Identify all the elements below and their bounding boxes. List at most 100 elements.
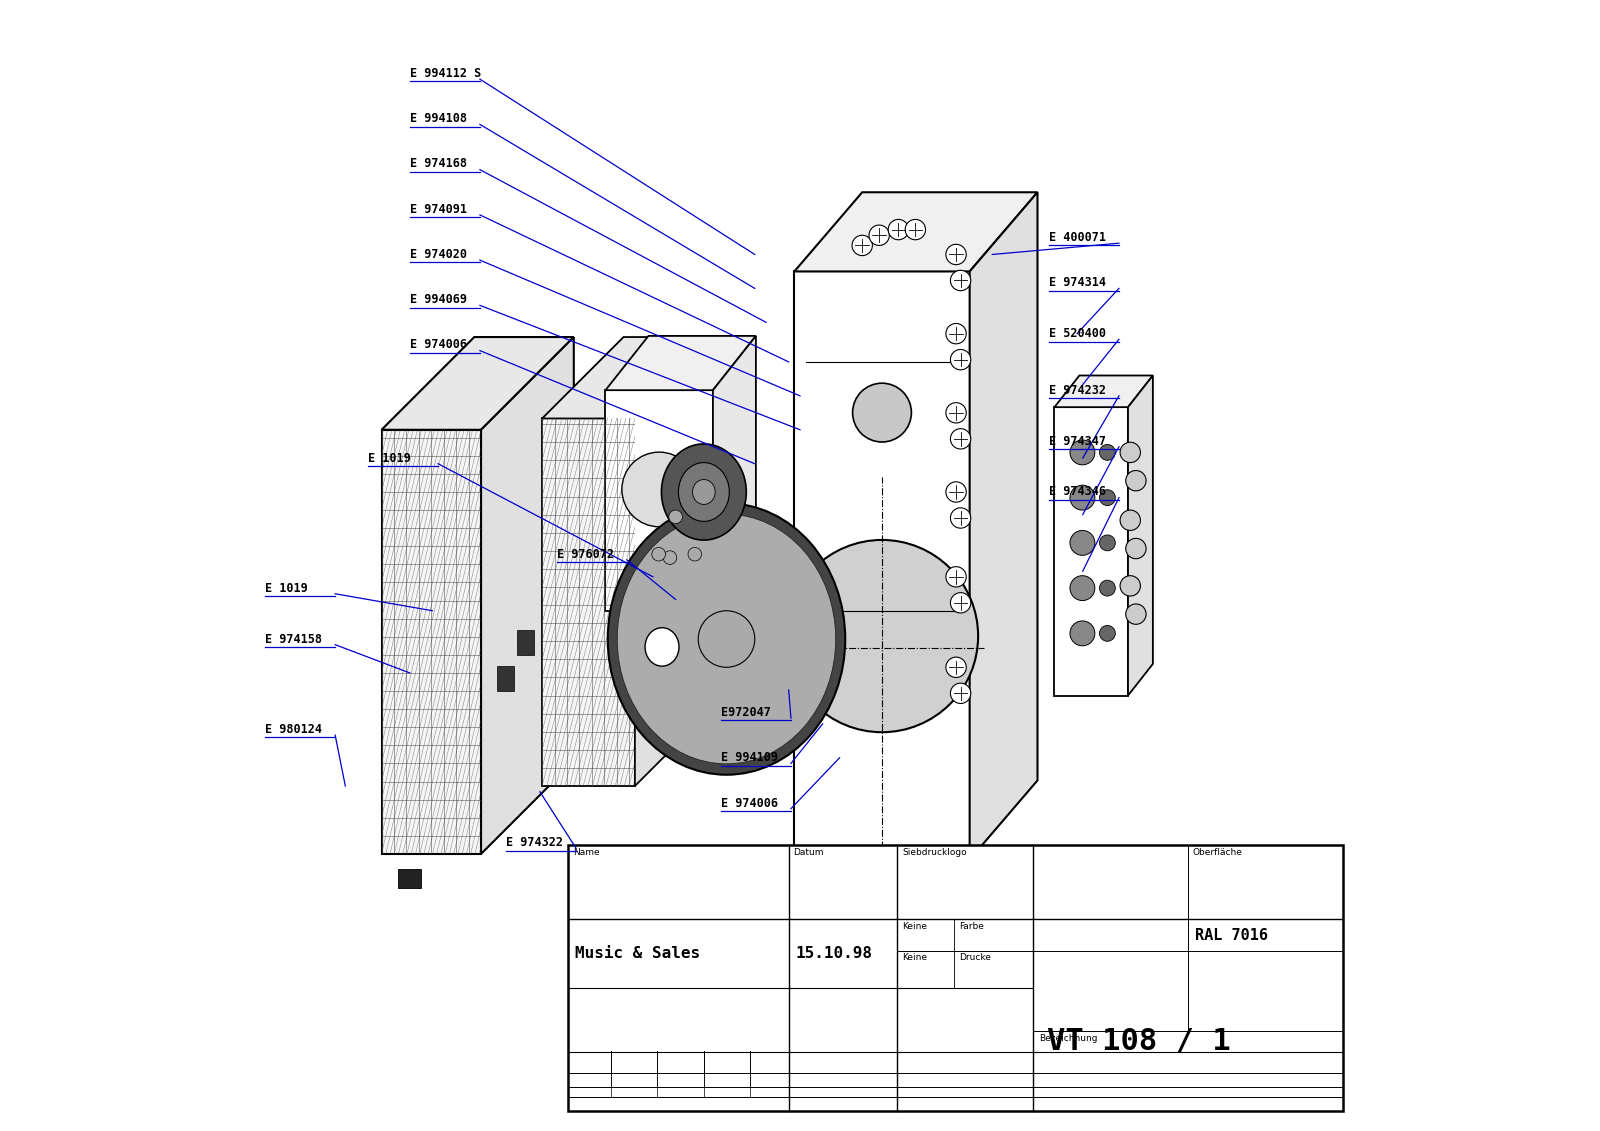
- Text: E 994108: E 994108: [410, 112, 467, 126]
- Circle shape: [1099, 580, 1115, 596]
- Ellipse shape: [618, 515, 835, 763]
- Ellipse shape: [666, 570, 787, 708]
- Circle shape: [946, 482, 966, 502]
- Circle shape: [651, 547, 666, 561]
- Text: E 974322: E 974322: [506, 836, 563, 849]
- Text: E 520400: E 520400: [1050, 327, 1106, 340]
- Text: E 974347: E 974347: [1050, 434, 1106, 448]
- Text: Music & Sales: Music & Sales: [574, 947, 701, 961]
- Circle shape: [1126, 470, 1146, 491]
- Circle shape: [1070, 621, 1094, 646]
- Polygon shape: [1054, 407, 1128, 696]
- Polygon shape: [714, 336, 755, 611]
- Polygon shape: [381, 337, 574, 430]
- Polygon shape: [1054, 375, 1154, 407]
- Ellipse shape: [678, 585, 774, 693]
- Circle shape: [662, 551, 677, 564]
- Text: Keine: Keine: [902, 922, 926, 931]
- Ellipse shape: [691, 598, 762, 680]
- Ellipse shape: [654, 556, 798, 722]
- Ellipse shape: [645, 628, 678, 666]
- Polygon shape: [605, 336, 755, 390]
- Polygon shape: [794, 271, 970, 860]
- Circle shape: [950, 508, 971, 528]
- Circle shape: [869, 225, 890, 245]
- Text: E 1019: E 1019: [368, 451, 411, 465]
- Circle shape: [1070, 530, 1094, 555]
- Text: E 994112 S: E 994112 S: [410, 67, 482, 80]
- Circle shape: [853, 235, 872, 256]
- Text: Bezeichnung: Bezeichnung: [1038, 1034, 1098, 1043]
- Polygon shape: [482, 337, 574, 854]
- Polygon shape: [605, 390, 714, 611]
- Text: 15.10.98: 15.10.98: [795, 947, 872, 961]
- Text: Name: Name: [573, 848, 600, 857]
- Text: RAL 7016: RAL 7016: [1195, 927, 1267, 943]
- Text: Keine: Keine: [902, 953, 926, 962]
- Circle shape: [622, 452, 696, 527]
- Circle shape: [950, 593, 971, 613]
- Circle shape: [1099, 625, 1115, 641]
- Text: E 980124: E 980124: [266, 723, 322, 736]
- Circle shape: [688, 547, 702, 561]
- Ellipse shape: [661, 444, 746, 541]
- Text: E 976072: E 976072: [557, 547, 614, 561]
- Circle shape: [1099, 535, 1115, 551]
- Polygon shape: [398, 869, 421, 888]
- Polygon shape: [970, 192, 1037, 860]
- Text: E 400071: E 400071: [1050, 231, 1106, 244]
- Text: E 974020: E 974020: [410, 248, 467, 261]
- Polygon shape: [568, 845, 1342, 1111]
- Ellipse shape: [629, 528, 824, 750]
- Polygon shape: [635, 337, 717, 786]
- Circle shape: [946, 403, 966, 423]
- Circle shape: [1070, 485, 1094, 510]
- Circle shape: [1126, 604, 1146, 624]
- Circle shape: [906, 219, 925, 240]
- Text: E 974232: E 974232: [1050, 383, 1106, 397]
- Circle shape: [946, 567, 966, 587]
- Ellipse shape: [642, 542, 811, 736]
- Ellipse shape: [608, 503, 845, 775]
- Circle shape: [1099, 444, 1115, 460]
- Polygon shape: [542, 418, 635, 786]
- Ellipse shape: [678, 463, 730, 521]
- Circle shape: [669, 510, 682, 524]
- Circle shape: [1070, 576, 1094, 601]
- Circle shape: [1070, 440, 1094, 465]
- Text: E 974314: E 974314: [1050, 276, 1106, 290]
- Circle shape: [1099, 490, 1115, 506]
- Text: Oberfläche: Oberfläche: [1192, 848, 1242, 857]
- Circle shape: [1120, 510, 1141, 530]
- Polygon shape: [542, 337, 717, 418]
- Polygon shape: [1128, 375, 1154, 696]
- Text: E 974006: E 974006: [722, 796, 778, 810]
- Circle shape: [950, 683, 971, 703]
- Circle shape: [1120, 576, 1141, 596]
- Circle shape: [946, 244, 966, 265]
- Text: E 974091: E 974091: [410, 202, 467, 216]
- Circle shape: [786, 539, 978, 732]
- Circle shape: [950, 349, 971, 370]
- Text: Siebdrucklogo: Siebdrucklogo: [902, 848, 966, 857]
- Circle shape: [946, 657, 966, 677]
- Circle shape: [1120, 442, 1141, 463]
- Circle shape: [698, 611, 755, 667]
- Text: E 974006: E 974006: [410, 338, 467, 352]
- Polygon shape: [794, 192, 1037, 271]
- Circle shape: [950, 429, 971, 449]
- Polygon shape: [498, 666, 514, 691]
- Circle shape: [888, 219, 909, 240]
- Text: E 994109: E 994109: [722, 751, 778, 765]
- Text: E 974158: E 974158: [266, 632, 322, 646]
- Text: E972047: E972047: [722, 706, 771, 719]
- Text: Drucke: Drucke: [958, 953, 990, 962]
- Ellipse shape: [693, 480, 715, 504]
- Text: E 994069: E 994069: [410, 293, 467, 307]
- Circle shape: [946, 323, 966, 344]
- Polygon shape: [381, 430, 482, 854]
- Circle shape: [1126, 538, 1146, 559]
- Text: VT 108 / 1: VT 108 / 1: [1046, 1027, 1230, 1056]
- Circle shape: [950, 270, 971, 291]
- Text: E 974168: E 974168: [410, 157, 467, 171]
